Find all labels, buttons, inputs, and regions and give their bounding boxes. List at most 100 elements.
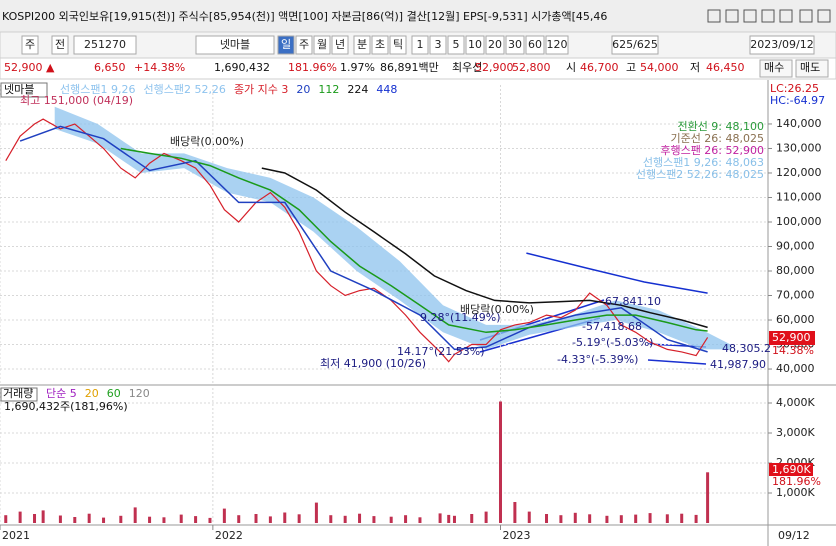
quote-value: 6,650 — [94, 61, 126, 74]
order-button[interactable] — [795, 59, 829, 78]
toolbar-button[interactable] — [21, 35, 39, 55]
toolbar-button[interactable] — [331, 35, 349, 55]
legend-title-box — [0, 387, 38, 402]
volume-bar — [4, 515, 8, 523]
indicator-info: 선행스팬2 52,26: 48,025 — [636, 168, 764, 181]
toolbar-button[interactable] — [277, 35, 295, 55]
toolbar-button[interactable] — [505, 35, 525, 55]
toolbar-button[interactable] — [429, 35, 447, 55]
icon[interactable] — [799, 9, 813, 23]
icon[interactable] — [725, 9, 739, 23]
quote-value: 시 — [566, 61, 576, 74]
toolbar-button[interactable] — [51, 35, 69, 55]
toolbar-button[interactable] — [447, 35, 465, 55]
volume-bar — [452, 515, 456, 523]
volume-bar — [162, 517, 166, 523]
toolbar-button[interactable] — [73, 35, 137, 55]
ichimoku-cloud — [54, 106, 731, 350]
legend-entry: 선행스팬1 9,26 — [60, 83, 135, 96]
toolbar-label[interactable]: 틱 — [393, 38, 403, 51]
legend-entry: 단순 5 — [46, 387, 77, 400]
volume-bar — [194, 516, 198, 523]
volume-bar — [33, 514, 37, 523]
volume-bar — [87, 513, 91, 523]
quote-bar — [0, 57, 836, 80]
toolbar-button[interactable] — [749, 35, 815, 55]
toolbar-button[interactable] — [389, 35, 407, 55]
order-button-label[interactable]: 매수 — [764, 61, 784, 74]
order-button[interactable] — [759, 59, 793, 78]
annotation: 최고 151,000 (04/19) — [20, 94, 133, 107]
toolbar-label[interactable]: 251270 — [84, 38, 126, 51]
volume-bar — [404, 515, 408, 523]
toolbar-button[interactable] — [353, 35, 371, 55]
icon[interactable] — [743, 9, 757, 23]
annotation: 14.17°(21.53%) — [397, 345, 485, 358]
toolbar-button[interactable] — [611, 35, 659, 55]
toolbar-label[interactable]: 분 — [357, 38, 367, 51]
y-tick-label: 40,000 — [776, 362, 815, 375]
legend-entry: 448 — [376, 83, 397, 96]
toolbar-button[interactable] — [545, 35, 569, 55]
annotation: 67,841.10 — [605, 295, 661, 308]
toolbar-label[interactable]: 전 — [55, 38, 65, 51]
legend-title: 넷마블 — [4, 83, 34, 96]
volume-bar — [372, 516, 376, 523]
toolbar-label[interactable]: 3 — [435, 38, 442, 51]
series-line — [19, 125, 708, 353]
toolbar-button[interactable] — [371, 35, 389, 55]
toolbar-label[interactable]: 년 — [335, 38, 345, 51]
volume-bar — [41, 510, 45, 523]
quote-value: 고 — [626, 61, 636, 74]
indicator-info: 기준선 26: 48,025 — [670, 132, 764, 145]
volume-bar — [329, 515, 333, 523]
icon[interactable] — [779, 9, 793, 23]
toolbar-label[interactable]: 60 — [528, 38, 542, 51]
toolbar-label[interactable]: 10 — [468, 38, 482, 51]
series-line — [526, 252, 708, 294]
volume-bar — [283, 512, 287, 523]
toolbar-label[interactable]: 20 — [488, 38, 502, 51]
toolbar-button[interactable] — [465, 35, 485, 55]
icon[interactable] — [817, 9, 831, 23]
toolbar-label[interactable]: 초 — [375, 38, 385, 51]
toolbar-button[interactable] — [295, 35, 313, 55]
toolbar-button[interactable] — [525, 35, 545, 55]
icon[interactable] — [707, 9, 721, 23]
last-change: 14.38% — [772, 344, 814, 357]
toolbar-label[interactable]: 넷마블 — [220, 38, 250, 51]
toolbar-label[interactable]: 5 — [453, 38, 460, 51]
toolbar-label[interactable]: 주 — [299, 38, 309, 51]
volume-bar — [358, 513, 362, 523]
toolbar-button[interactable] — [485, 35, 505, 55]
toolbar-label[interactable]: 120 — [547, 38, 568, 51]
y-tick-label: 80,000 — [776, 264, 815, 277]
toolbar-button[interactable] — [195, 35, 275, 55]
y-tick-label: 140,000 — [776, 117, 822, 130]
annotation: 41,987.90 — [710, 358, 766, 371]
toolbar-label[interactable]: 일 — [281, 37, 291, 51]
lc-label: LC:26.25 — [770, 82, 819, 95]
toolbar-button[interactable] — [313, 35, 331, 55]
order-button-label[interactable]: 매도 — [800, 61, 820, 74]
toolbar-label[interactable]: 30 — [508, 38, 522, 51]
toolbar-label[interactable]: 2023/09/12 — [750, 38, 813, 51]
volume-bar — [343, 515, 347, 523]
y-tick-label: 70,000 — [776, 289, 815, 302]
toolbar-label[interactable]: 월 — [317, 38, 327, 51]
quote-value: +14.38% — [134, 61, 185, 74]
toolbar-label[interactable]: 625/625 — [612, 38, 658, 51]
toolbar-label[interactable]: 1 — [417, 38, 424, 51]
series-line — [120, 147, 708, 334]
volume-bar — [438, 513, 442, 523]
last-price: 52,900 — [772, 331, 811, 344]
volume-bar — [588, 514, 592, 523]
x-tick-label: 2021 — [2, 529, 30, 542]
icon[interactable] — [761, 9, 775, 23]
toolbar-button[interactable] — [411, 35, 429, 55]
legend-entry: 선행스팬2 52,26 — [143, 83, 225, 96]
quote-value: 52,900 — [475, 61, 514, 74]
y-tick-label: 4,000K — [776, 396, 815, 409]
toolbar-label[interactable]: 주 — [25, 38, 35, 51]
